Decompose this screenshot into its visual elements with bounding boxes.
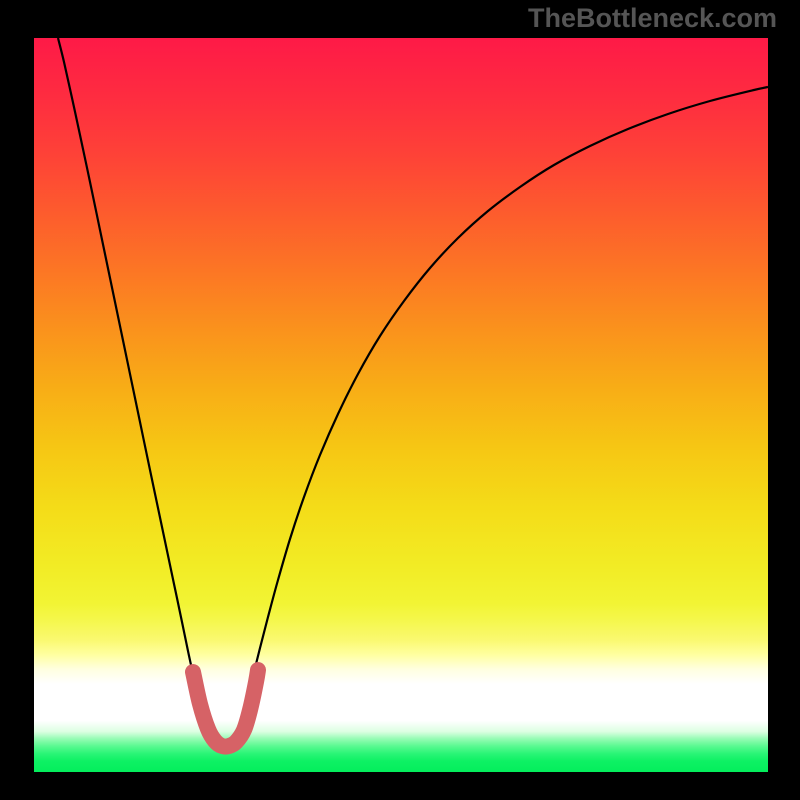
plot-background xyxy=(34,38,768,772)
chart-svg xyxy=(0,0,800,800)
watermark-text: TheBottleneck.com xyxy=(528,3,777,34)
frame-left xyxy=(0,0,34,800)
frame-right xyxy=(768,0,800,800)
frame-bottom xyxy=(0,772,800,800)
